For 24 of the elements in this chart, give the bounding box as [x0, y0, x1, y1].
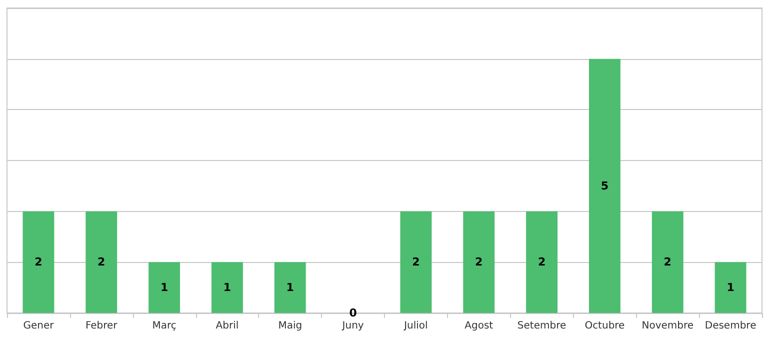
x-tick-label: Desembre: [704, 320, 756, 332]
x-tick-label: Agost: [464, 320, 494, 332]
data-label: 2: [34, 256, 42, 269]
x-tick-label: Novembre: [642, 320, 694, 332]
x-tick-label: Setembre: [517, 320, 566, 332]
data-label: 1: [160, 281, 168, 294]
data-label: 2: [664, 256, 672, 269]
data-label: 0: [349, 306, 358, 320]
data-label: 1: [726, 281, 734, 294]
data-label: 2: [98, 256, 106, 269]
data-label: 2: [412, 256, 420, 269]
x-tick-label: Juliol: [403, 320, 428, 332]
x-tick-label: Març: [152, 320, 176, 332]
data-label: 2: [538, 256, 546, 269]
x-tick-label: Juny: [341, 320, 364, 332]
data-label: 1: [223, 281, 232, 294]
x-tick-label: Febrer: [85, 320, 118, 332]
data-label: 1: [286, 281, 294, 294]
x-tick-label: Abril: [216, 320, 239, 332]
x-tick-label: Gener: [23, 320, 55, 332]
x-tick-label: Maig: [278, 320, 302, 332]
data-label: 5: [600, 179, 609, 192]
data-label: 2: [475, 256, 483, 269]
x-tick-label: Octubre: [584, 320, 625, 332]
